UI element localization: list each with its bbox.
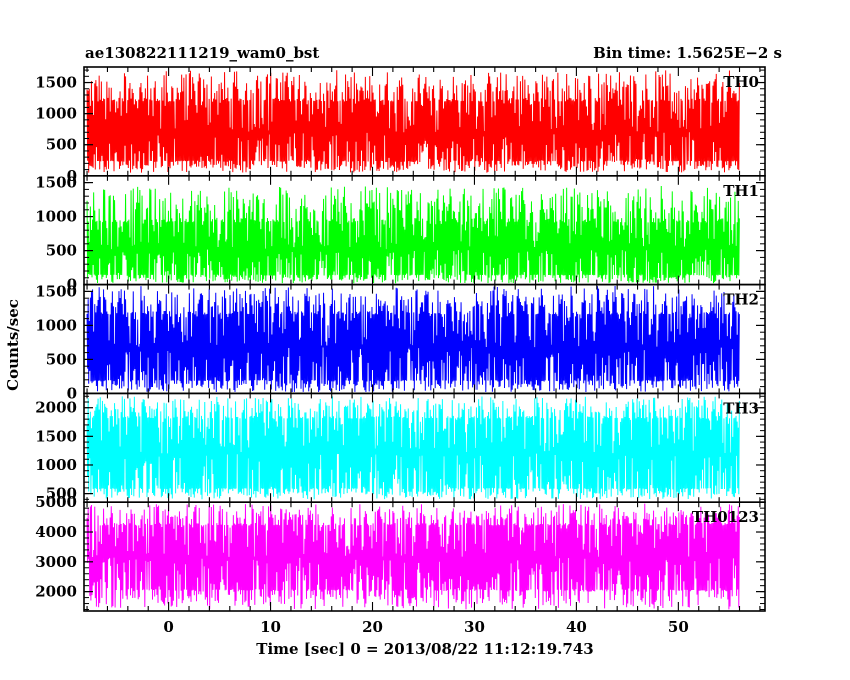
panel-th3: 500 1000 1500 2000 TH3 (35, 392, 766, 503)
x-tick-label: 0 (163, 618, 173, 636)
y-tick-label: 2000 (35, 399, 77, 417)
panel-label-th0: TH0 (723, 73, 759, 91)
series-th3-line (86, 396, 740, 500)
series-th2-line (86, 286, 740, 393)
series-th1-line (86, 186, 740, 284)
y-tick-label: 2000 (35, 583, 77, 601)
y-tick-label: 500 (46, 350, 77, 368)
panel-label-th3: TH3 (723, 399, 759, 417)
panel-label-th2: TH2 (723, 291, 759, 309)
x-tick-label: 50 (668, 618, 689, 636)
y-tick-label: 1000 (35, 456, 77, 474)
y-tick-label: 1500 (35, 74, 77, 92)
y-tick-label: 0 (67, 276, 77, 294)
x-tick-label: 20 (362, 618, 383, 636)
x-tick-label: 40 (566, 618, 587, 636)
panel-label-th1: TH1 (723, 182, 759, 200)
y-tick-label: 1000 (35, 316, 77, 334)
y-tick-label: 4000 (35, 523, 77, 541)
y-tick-label: 1500 (35, 282, 77, 300)
y-tick-label: 1500 (35, 174, 77, 192)
y-tick-label: 500 (46, 136, 77, 154)
chart-title: ae130822111219_wam0_bst (85, 44, 320, 62)
y-tick-label: 1000 (35, 105, 77, 123)
panel-th2: 0 500 1000 1500 TH2 (35, 282, 766, 402)
x-axis: 0 10 20 30 40 50 (163, 618, 688, 636)
x-axis-label: Time [sec] 0 = 2013/08/22 11:12:19.743 (256, 640, 593, 658)
y-tick-label: 1500 (35, 427, 77, 445)
panel-th1: 0 500 1000 1500 TH1 (35, 174, 766, 294)
y-axis-label: Counts/sec (4, 299, 22, 391)
y-tick-label: 1000 (35, 208, 77, 226)
bin-time-label: Bin time: 1.5625E−2 s (593, 44, 782, 62)
y-tick-label: 0 (67, 384, 77, 402)
y-tick-label: 5000 (35, 493, 77, 511)
panel-frame (83, 501, 766, 612)
y-tick-label: 500 (46, 485, 77, 503)
series-th0123-line (86, 503, 740, 610)
panel-th0: 0 500 1000 1500 TH0 (35, 66, 766, 185)
x-tick-label: 30 (464, 618, 485, 636)
chart-panels: 0 500 1000 1500 TH0 0 500 1000 1500 TH1 0 500 1000 15… (35, 66, 766, 612)
panel-label-th0123: TH0123 (692, 508, 759, 526)
y-tick-label: 0 (67, 167, 77, 185)
y-tick-label: 3000 (35, 553, 77, 571)
panel-th0123: 2000 3000 4000 5000 TH0123 (35, 493, 766, 612)
series-th0-line (86, 70, 740, 173)
y-tick-label: 500 (46, 242, 77, 260)
x-tick-label: 10 (260, 618, 281, 636)
